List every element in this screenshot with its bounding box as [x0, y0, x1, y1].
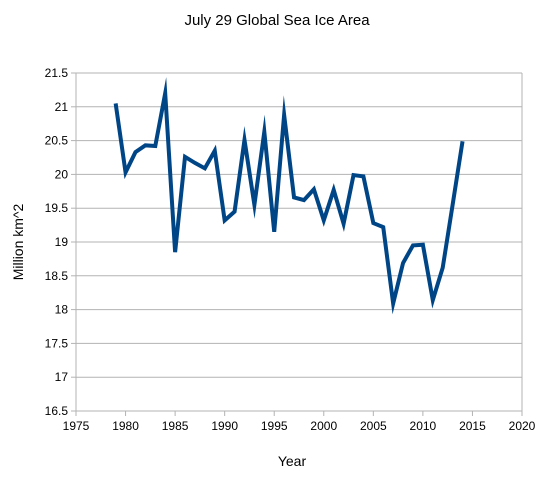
tick-labels: 16.5 17 17.5 18 18.5 19 19.5 20 20.5 21 21.5 1975 19…	[45, 66, 536, 433]
series-layer	[113, 77, 465, 315]
chart-title: July 29 Global Sea Ice Area	[184, 12, 370, 29]
y-tick-label: 19	[55, 235, 69, 249]
y-tick-label: 17.5	[45, 336, 69, 350]
x-tick-label: 1980	[112, 419, 139, 433]
y-tick-label: 19.5	[45, 201, 69, 215]
x-axis-title: Year	[278, 453, 307, 469]
y-tick-label: 20	[55, 167, 69, 181]
series-line	[113, 77, 465, 315]
y-tick-label: 21	[55, 100, 69, 114]
x-tick-label: 2010	[410, 419, 437, 433]
x-tick-label: 2005	[360, 419, 387, 433]
x-tick-label: 1995	[261, 419, 288, 433]
y-tick-label: 18	[55, 303, 69, 317]
x-tick-label: 1975	[63, 419, 90, 433]
x-tick-label: 2000	[310, 419, 337, 433]
axes	[71, 72, 523, 416]
x-tick-label: 2020	[509, 419, 536, 433]
gridlines	[76, 72, 522, 412]
y-tick-label: 16.5	[45, 404, 69, 418]
x-tick-label: 2015	[459, 419, 486, 433]
x-tick-label: 1985	[162, 419, 189, 433]
y-tick-label: 21.5	[45, 66, 69, 80]
y-axis-title: Million km^2	[10, 204, 26, 281]
y-tick-label: 20.5	[45, 134, 69, 148]
y-tick-label: 17	[55, 370, 69, 384]
x-tick-label: 1990	[211, 419, 238, 433]
y-tick-label: 18.5	[45, 269, 69, 283]
